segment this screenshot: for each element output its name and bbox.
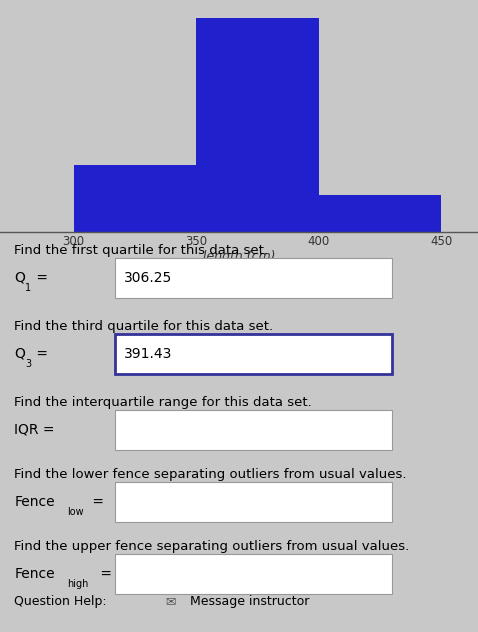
Text: Find the first quartile for this data set.: Find the first quartile for this data se…: [14, 244, 268, 257]
Text: Find the third quartile for this data set.: Find the third quartile for this data se…: [14, 320, 273, 333]
Text: =: =: [96, 567, 111, 581]
Bar: [196, 18, 319, 232]
Text: Find the interquartile range for this data set.: Find the interquartile range for this da…: [14, 396, 312, 409]
Text: =: =: [88, 495, 104, 509]
Text: 391.43: 391.43: [124, 347, 173, 361]
Text: =: =: [32, 347, 48, 361]
Text: low: low: [67, 507, 84, 517]
Text: Fence: Fence: [14, 495, 55, 509]
Text: Find the lower fence separating outliers from usual values.: Find the lower fence separating outliers…: [14, 468, 407, 481]
Text: Q: Q: [14, 347, 25, 361]
X-axis label: length (cm): length (cm): [203, 250, 275, 264]
Text: IQR =: IQR =: [14, 423, 55, 437]
Text: Message instructor: Message instructor: [186, 595, 310, 608]
FancyBboxPatch shape: [115, 258, 392, 298]
Bar: [74, 165, 196, 232]
Text: 3: 3: [25, 359, 31, 369]
Text: Q: Q: [14, 270, 25, 285]
Text: 306.25: 306.25: [124, 270, 173, 285]
FancyBboxPatch shape: [115, 554, 392, 594]
Text: ✉: ✉: [165, 595, 175, 608]
Text: Fence: Fence: [14, 567, 55, 581]
Text: 1: 1: [25, 283, 31, 293]
Text: Find the upper fence separating outliers from usual values.: Find the upper fence separating outliers…: [14, 540, 410, 553]
Text: high: high: [67, 579, 88, 589]
Text: Question Help:: Question Help:: [14, 595, 111, 608]
Bar: [319, 195, 441, 232]
FancyBboxPatch shape: [115, 334, 392, 374]
Text: =: =: [32, 270, 48, 285]
FancyBboxPatch shape: [115, 410, 392, 450]
FancyBboxPatch shape: [115, 482, 392, 522]
